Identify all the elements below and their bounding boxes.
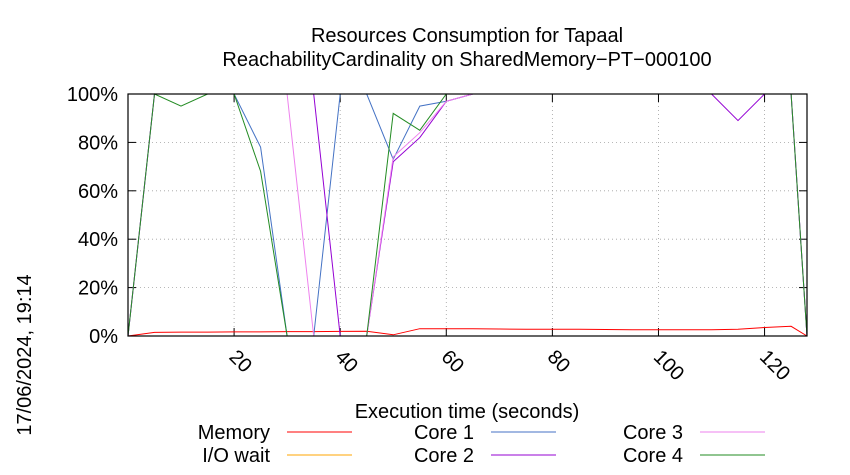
y-tick-label: 100% xyxy=(67,84,118,106)
legend-label-memory: Memory xyxy=(198,422,270,444)
y-tick-label: 20% xyxy=(78,278,118,300)
timestamp-label: 17/06/2024, 19:14 xyxy=(14,274,36,435)
chart-subtitle: ReachabilityCardinality on SharedMemory−… xyxy=(222,49,711,71)
legend-label-core-2: Core 2 xyxy=(414,445,474,467)
legend-label-i-o-wait: I/O wait xyxy=(202,445,270,467)
y-axis-ticks: 0% 20% 40% 60% 80% 100% xyxy=(67,84,807,348)
y-tick-label: 0% xyxy=(89,326,118,348)
chart-title: Resources Consumption for Tapaal xyxy=(311,25,623,47)
y-tick-label: 60% xyxy=(78,181,118,203)
legend-label-core-3: Core 3 xyxy=(623,422,683,444)
plot-border xyxy=(127,93,808,337)
y-tick-label: 80% xyxy=(78,132,118,154)
legend-label-core-1: Core 1 xyxy=(414,422,474,444)
x-axis-label: Execution time (seconds) xyxy=(355,401,580,423)
legend-label-core-4: Core 4 xyxy=(623,445,683,467)
y-tick-label: 40% xyxy=(78,229,118,251)
series-line-memory xyxy=(127,325,808,337)
grid-lines xyxy=(128,94,807,336)
